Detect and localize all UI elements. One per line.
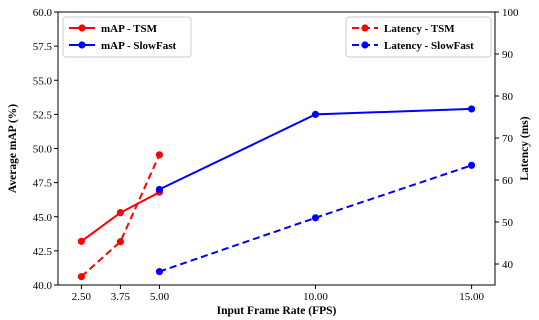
y-right-tick-label: 80 xyxy=(502,91,514,103)
series-point-3 xyxy=(155,267,164,276)
y-left-tick-label: 45.0 xyxy=(33,212,53,224)
y-left-tick-label: 55.0 xyxy=(33,75,53,87)
series-point-3 xyxy=(311,214,320,222)
legend-marker xyxy=(361,41,369,49)
x-tick-label: 2.50 xyxy=(72,291,92,303)
legend-marker xyxy=(78,41,86,49)
y-left-tick-label: 52.5 xyxy=(33,109,53,121)
y-right-tick-label: 70 xyxy=(502,133,514,145)
x-tick-label: 5.00 xyxy=(150,291,170,303)
legend-label: mAP - TSM xyxy=(101,23,158,35)
y-right-tick-label: 40 xyxy=(502,259,514,271)
axes-layer: 2.50 3.75 5.00 10.00 15.00 40.0 42.5 45.0 47.5 50… xyxy=(33,7,519,303)
legend-box xyxy=(345,16,492,58)
series-line-2 xyxy=(80,154,161,278)
series-point-3 xyxy=(467,161,476,169)
legend-label: mAP - SlowFast xyxy=(101,40,177,52)
legends-layer: mAP - TSM mAP - SlowFast Latency - TSM Late… xyxy=(62,16,492,58)
x-tick-label: 3.75 xyxy=(111,291,131,303)
y-axis-right-title: Latency (ms) xyxy=(519,116,531,180)
series-layer xyxy=(77,105,476,281)
legend-marker xyxy=(78,24,86,32)
series-point-1 xyxy=(155,185,164,194)
series-point-1 xyxy=(467,105,476,113)
series-line-0 xyxy=(80,191,160,243)
series-line-1 xyxy=(158,107,472,191)
y-right-tick-label: 90 xyxy=(502,49,514,61)
legend-label: Latency - TSM xyxy=(384,23,455,35)
y-left-tick-label: 60.0 xyxy=(33,7,53,19)
y-left-tick-label: 40.0 xyxy=(33,280,53,292)
series-point-2 xyxy=(77,273,86,281)
x-tick-label: 15.00 xyxy=(459,291,484,303)
x-tick-label: 10.00 xyxy=(303,291,328,303)
series-point-0 xyxy=(77,237,86,245)
series-point-2 xyxy=(116,238,125,246)
y-right-tick-label: 100 xyxy=(502,7,519,19)
y-axis-left-title: Average mAP (%) xyxy=(7,104,19,193)
y-left-tick-label: 57.5 xyxy=(33,41,53,53)
y-right-tick-label: 60 xyxy=(502,175,514,187)
series-point-0 xyxy=(116,209,125,217)
series-point-2 xyxy=(155,151,164,159)
legend-marker xyxy=(361,24,369,32)
y-right-tick-label: 50 xyxy=(502,217,514,229)
series-point-1 xyxy=(311,110,320,118)
x-axis-title: Input Frame Rate (FPS) xyxy=(217,305,337,317)
y-left-tick-label: 47.5 xyxy=(33,178,53,190)
y-left-tick-label: 42.5 xyxy=(33,246,53,258)
y-left-tick-label: 50.0 xyxy=(33,144,53,156)
legend-label: Latency - SlowFast xyxy=(384,40,474,52)
